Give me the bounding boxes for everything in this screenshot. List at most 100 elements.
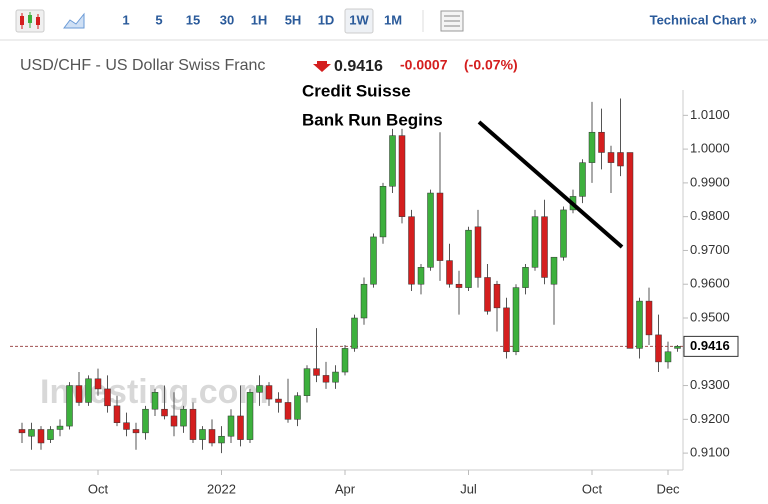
x-tick-label: Oct [582,481,603,496]
candle-body [560,209,567,258]
candle-body [655,334,662,363]
y-tick-label: 0.9100 [690,445,730,460]
candle-body [294,395,301,420]
interval-button[interactable]: 1W [349,12,369,27]
x-tick-label: Jul [460,481,477,496]
candle-body [256,385,263,393]
technical-chart-link[interactable]: Technical Chart » [650,12,757,27]
candle-body [75,385,83,403]
candle-body [284,402,292,420]
candle-body [617,152,624,167]
toolbar [0,0,768,40]
interval-button[interactable]: 1M [384,12,402,27]
x-tick-label: 2022 [207,481,236,496]
y-tick-label: 1.0000 [690,141,730,156]
candle-body [85,378,92,403]
interval-button[interactable]: 30 [220,12,234,27]
candle-body [123,422,130,430]
x-tick-label: Dec [656,481,680,496]
candle-body [408,216,415,285]
y-tick-label: 0.9700 [690,242,730,257]
candle-body [588,131,596,163]
candle-body [275,398,282,403]
down-arrow [313,61,331,72]
y-tick-label: 0.9600 [690,276,730,291]
interval-button[interactable]: 5 [155,12,162,27]
interval-button[interactable]: 1 [122,12,129,27]
candle-body [332,371,339,383]
candle-body [246,392,254,440]
candle-body [579,162,586,197]
candle-body [474,226,482,278]
candle-body [208,429,216,444]
candle-body [626,152,634,349]
active-interval-box [344,8,374,34]
candle-body [142,408,149,434]
candle-body [370,236,377,285]
interval-button[interactable]: 15 [186,12,200,27]
candle-body [237,415,244,440]
candle-body [132,429,140,434]
candle-body [18,429,26,434]
interval-button[interactable]: 5H [285,12,302,27]
last-price-box [683,335,739,357]
candle-body [436,192,444,261]
candle-body [170,415,178,427]
candle-body [189,408,197,440]
layout-icon[interactable] [440,10,464,32]
candle-body [151,392,159,410]
candle-body [94,378,102,390]
candle-body [313,368,320,376]
y-tick-label: 0.9500 [690,309,730,324]
x-tick-label: Apr [335,481,356,496]
area-icon[interactable] [63,12,85,29]
y-tick-label: 0.9800 [690,208,730,223]
candle-body [503,307,510,353]
candle-body [322,375,330,383]
candle-body [512,287,520,353]
candle-body [636,300,643,349]
candle-body [607,152,615,163]
candle-body [265,385,273,400]
candle-body [522,267,529,288]
annotation: Bank Run Begins [302,110,443,129]
candle-body [379,186,387,238]
last-price-label: 0.9416 [690,338,730,353]
candle-body [218,435,225,444]
candle-body [113,405,121,423]
annotation: Credit Suisse [302,81,411,100]
candle-body [531,216,539,268]
candle-body [66,385,73,427]
y-tick-label: 0.9900 [690,174,730,189]
candle-body [541,216,548,278]
chart-title: USD/CHF - US Dollar Swiss Franc [20,57,265,74]
candle-body [180,408,187,427]
candle-body [104,388,111,407]
interval-button[interactable]: 1D [318,12,335,27]
candle-body [199,429,206,440]
candle-body [455,283,463,288]
interval-button[interactable]: 1H [251,12,268,27]
price-change-percent: (-0.07%) [464,57,518,73]
candle-body [465,229,472,288]
y-tick-label: 1.0100 [690,107,730,122]
candle-body [484,277,491,312]
candle-icon[interactable] [15,9,45,33]
candle-body [427,192,434,268]
candle-body [351,317,358,349]
candle-body [598,131,605,153]
candle-body [398,135,406,217]
candle-body [664,351,672,363]
y-tick-label: 0.9200 [690,411,730,426]
candle-body [47,429,54,440]
candle-body [303,368,311,396]
trend-line [477,120,624,249]
candle-body [28,429,35,437]
last-price: 0.9416 [334,58,383,75]
candle-body [417,267,425,285]
candle-body [550,256,558,285]
candle-body [341,348,349,373]
candle-body [446,260,453,285]
